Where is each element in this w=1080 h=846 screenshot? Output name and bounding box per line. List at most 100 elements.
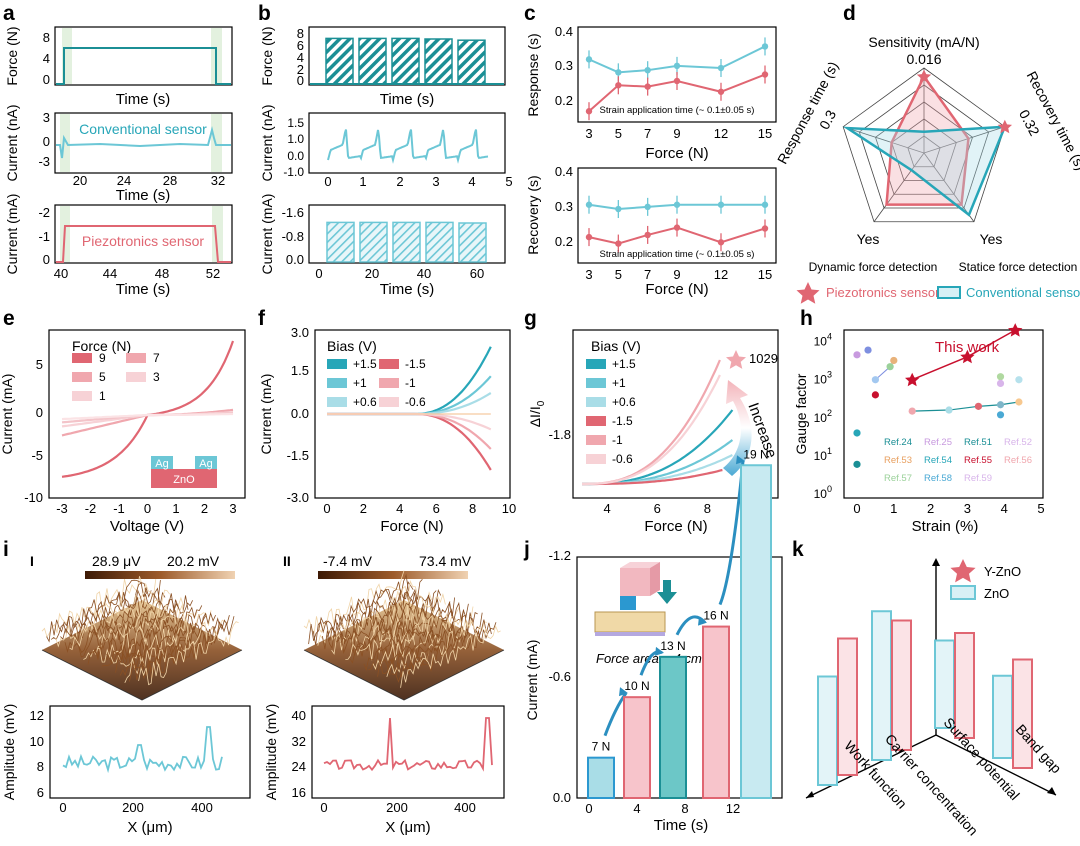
g-legend-swatch-1 bbox=[586, 378, 606, 388]
f-legend: +1.5 -1.5 +1 -1 +0.6 -0.6 bbox=[327, 357, 426, 409]
i2-surf-ridge-17 bbox=[381, 612, 483, 676]
j-down-arrow-icon bbox=[657, 580, 677, 604]
j-ytick-1: -1.2 bbox=[549, 548, 571, 563]
d-axis-response-value: 0.3 bbox=[816, 107, 839, 132]
i1-surf-ridge-6 bbox=[69, 589, 170, 651]
c1-xtick-2: 7 bbox=[644, 126, 651, 141]
j-ytick-2: -0.6 bbox=[549, 669, 571, 684]
h-point-10 bbox=[974, 402, 983, 410]
c1-xlabel: Force (N) bbox=[645, 145, 708, 162]
h-ref-3: Ref.52 bbox=[1004, 437, 1032, 448]
i1-xtick-0: 0 bbox=[59, 800, 66, 815]
j-bar-0 bbox=[587, 756, 615, 800]
d-legend-star-icon bbox=[796, 282, 820, 304]
g-legend-swatch-5 bbox=[586, 454, 606, 464]
j-arrow-0 bbox=[603, 692, 628, 737]
g-legend-label-3: -1.5 bbox=[612, 414, 633, 428]
panel-e: Force (N) 9 75 31 Ag Ag ZnO -3 -2 -1 0 1 2 3 5 0… bbox=[0, 329, 246, 535]
h-ref-8: Ref.57 bbox=[884, 473, 912, 484]
e-legend-label-0: 9 bbox=[99, 351, 106, 365]
c1-xtick-5: 15 bbox=[758, 126, 772, 141]
i2-surf-axes bbox=[303, 649, 505, 701]
j-block-pink bbox=[620, 568, 650, 596]
i1-frame bbox=[49, 705, 251, 799]
c1-ylabel: Response (s) bbox=[525, 33, 541, 116]
k-bar-Y-ZnO-0 bbox=[837, 637, 858, 776]
j-device-base bbox=[595, 632, 665, 636]
f-legend-swatch-5 bbox=[379, 397, 399, 407]
j-arrowhead-1 bbox=[655, 646, 664, 656]
g-plot bbox=[582, 359, 734, 486]
h-point-15 bbox=[1015, 376, 1023, 384]
b2-xtick-2: 2 bbox=[396, 174, 403, 189]
b3-ytick-2: 0.0 bbox=[286, 252, 304, 267]
b2-ylabel: Current (nA) bbox=[259, 104, 275, 181]
j-ylabel: Current (mA) bbox=[524, 640, 540, 721]
i1-surf-ridge-3 bbox=[55, 579, 157, 648]
j-xtick-2: 8 bbox=[681, 801, 688, 816]
e-xticks: -3 -2 -1 0 1 2 3 bbox=[56, 501, 236, 516]
panel-letter-d: d bbox=[843, 2, 856, 25]
b1-bar-3 bbox=[424, 38, 453, 85]
j-bar-label-1: 10 N bbox=[624, 679, 649, 693]
j-block-side bbox=[650, 562, 660, 596]
c1-xtick-1: 5 bbox=[615, 126, 622, 141]
c1-ytick-0: 0.2 bbox=[555, 93, 573, 108]
j-device bbox=[594, 611, 666, 633]
a3-ytick-1: -1 bbox=[38, 229, 50, 244]
h-xtick-3: 3 bbox=[964, 501, 971, 516]
e-legend-title: Force (N) bbox=[72, 338, 131, 354]
h-ref-4: Ref.53 bbox=[884, 455, 912, 466]
panel-b: 0 2 4 6 8 Force (N) Time (s) 1.5 1.0 0.0… bbox=[259, 26, 513, 298]
j-bar-1 bbox=[623, 696, 651, 800]
j-bar-label-4: 19 N bbox=[743, 447, 768, 461]
i-roman-1: I bbox=[30, 553, 34, 569]
a3-ytick-2: 0 bbox=[43, 252, 50, 267]
c2-point-0-2 bbox=[644, 203, 651, 211]
a1-force-line bbox=[56, 47, 231, 85]
j-yticks: -1.8 -1.2 -0.6 0.0 bbox=[549, 427, 571, 805]
i1-surf-ridge-8 bbox=[78, 593, 180, 658]
panel-g: Bias (V) +1.5+1+0.6-1.5-1-0.6 1029 Incre… bbox=[527, 329, 780, 535]
c2-frame bbox=[577, 167, 777, 264]
j-xticks: 0 4 8 12 bbox=[585, 801, 740, 816]
f-curve-1 bbox=[327, 412, 492, 471]
g-curve-5 bbox=[582, 374, 721, 486]
a1-frame bbox=[54, 26, 233, 86]
c2-plot bbox=[585, 195, 769, 253]
a2-shade-left bbox=[60, 114, 70, 172]
e-legend-label-2: 5 bbox=[99, 370, 106, 384]
i1-cbar-left: 28.9 μV bbox=[92, 553, 141, 569]
g-xtick-2: 8 bbox=[704, 501, 711, 516]
e-legend-swatch-3 bbox=[126, 372, 146, 382]
d-dynamic-label: Dynamic force detection bbox=[809, 260, 938, 274]
e-xlabel: Voltage (V) bbox=[110, 518, 184, 535]
d-legend-conventional: Conventional sensor bbox=[966, 285, 1080, 300]
i2-surf-ridge-9 bbox=[345, 592, 446, 660]
i1-xtick-1: 200 bbox=[122, 800, 144, 815]
e-ylabel: Current (mA) bbox=[0, 374, 15, 455]
j-bar-2 bbox=[659, 655, 687, 799]
h-annotation: This work bbox=[935, 339, 1000, 356]
k-legend-zno: ZnO bbox=[984, 586, 1009, 601]
h-ytick-exp-2: 2 bbox=[827, 408, 832, 418]
f-plot bbox=[327, 346, 492, 471]
e-xtick-0: -3 bbox=[56, 501, 68, 516]
f-legend-swatch-0 bbox=[327, 359, 347, 369]
c2-ytick-0: 0.2 bbox=[555, 234, 573, 249]
h-xtick-2: 2 bbox=[927, 501, 934, 516]
e-legend-swatch-0 bbox=[72, 353, 92, 363]
c1-xtick-4: 12 bbox=[714, 126, 728, 141]
j-xtick-3: 12 bbox=[726, 801, 740, 816]
f-xtick-0: 0 bbox=[323, 501, 330, 516]
b2-frame bbox=[308, 112, 506, 174]
f-xtick-4: 8 bbox=[469, 501, 476, 516]
j-ytick-3: 0.0 bbox=[553, 790, 571, 805]
j-xlabel: Time (s) bbox=[654, 817, 708, 834]
b3-ytick-1: -0.8 bbox=[282, 229, 304, 244]
g-legend: +1.5 +1 +0.6 -1.5 -1 -0.6 bbox=[586, 357, 636, 466]
b2-current-line bbox=[327, 129, 489, 164]
b1-bars bbox=[325, 37, 486, 85]
panel-i: I 28.9 μV 20.2 mV 12 10 8 6 0 200 400 Am… bbox=[1, 553, 505, 836]
b1-bar-2 bbox=[391, 37, 420, 85]
